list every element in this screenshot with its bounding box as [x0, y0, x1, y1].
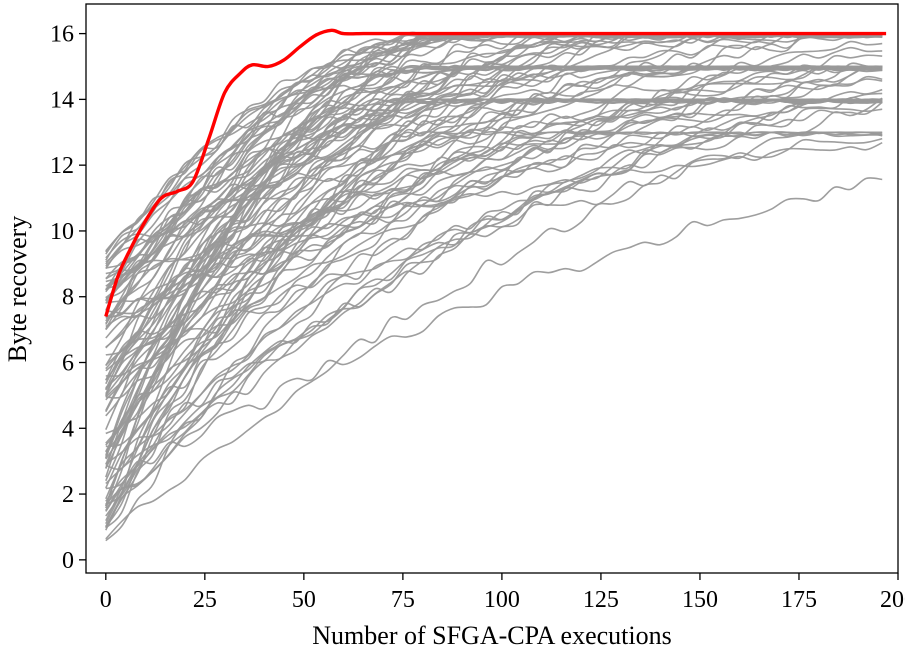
x-tick-label: 75 [391, 587, 415, 613]
background-run-line [105, 98, 883, 300]
y-tick-label: 16 [50, 22, 74, 48]
y-tick-label: 8 [62, 285, 74, 311]
x-axis: 0 25 50 75 100 125 150 175 200 [100, 573, 905, 613]
x-tick-label: 175 [781, 587, 817, 613]
background-run-line [105, 97, 883, 540]
background-run-line [105, 97, 883, 478]
plot-frame [85, 3, 899, 574]
y-tick-label: 14 [50, 87, 74, 113]
background-run-line [105, 32, 883, 542]
x-tick-label: 50 [292, 587, 316, 613]
x-tick-label: 150 [682, 587, 718, 613]
y-tick-label: 4 [62, 416, 74, 442]
background-run-line [105, 92, 883, 465]
x-tick-label: 125 [583, 587, 619, 613]
background-run-line [105, 65, 883, 505]
x-tick-label: 0 [100, 587, 112, 613]
y-tick-label: 6 [62, 351, 74, 377]
background-run-line [105, 107, 883, 512]
background-run-line [105, 131, 883, 470]
background-run-line [105, 88, 883, 485]
y-axis-label: Byte recovery [3, 216, 32, 363]
x-tick-label: 25 [193, 587, 217, 613]
x-axis-label: Number of SFGA-CPA executions [312, 621, 671, 650]
background-run-line [105, 98, 883, 291]
background-run-line [105, 141, 883, 283]
background-run-line [105, 67, 883, 339]
background-run-line [105, 32, 883, 435]
highlight-run-line [104, 28, 887, 317]
background-run-line [105, 32, 883, 280]
background-run-line [105, 65, 883, 330]
background-run-line [105, 65, 883, 452]
highlight-run [104, 28, 887, 317]
background-run-line [105, 130, 883, 500]
x-tick-label: 100 [484, 587, 520, 613]
y-tick-label: 12 [50, 153, 74, 179]
background-run-line [105, 177, 883, 490]
x-tick-label: 200 [880, 587, 905, 613]
background-run-line [105, 32, 883, 372]
y-tick-label: 0 [62, 548, 74, 574]
y-tick-label: 10 [50, 219, 74, 245]
background-run-line [105, 137, 883, 377]
background-run-line [105, 75, 883, 356]
y-tick-label: 2 [62, 482, 74, 508]
y-axis: 0 2 4 6 8 10 12 14 16 [50, 22, 86, 574]
